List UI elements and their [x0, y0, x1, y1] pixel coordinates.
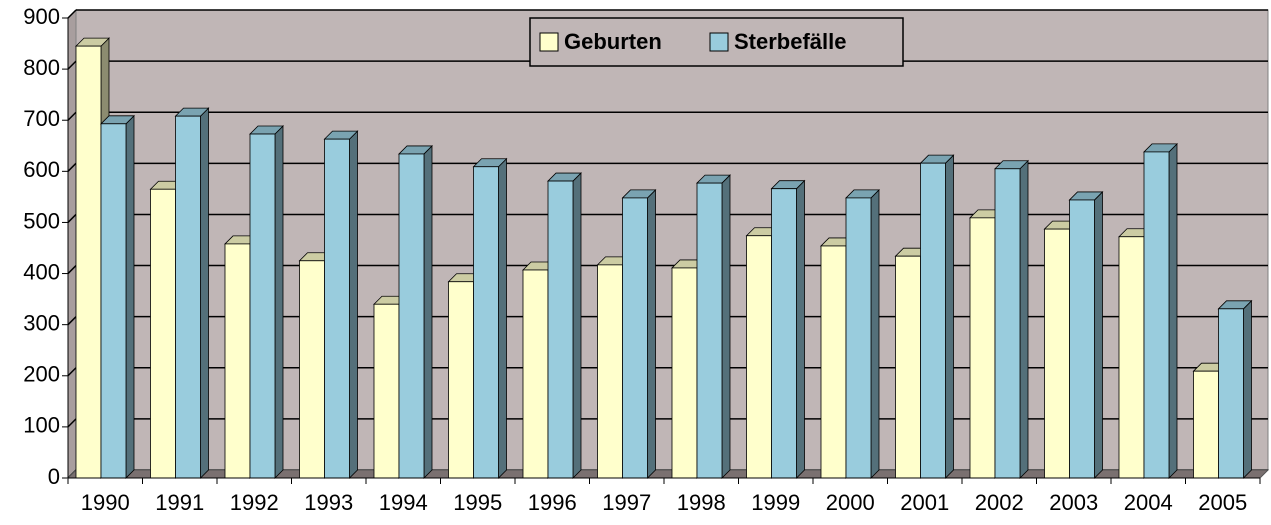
- grid-line: [67, 162, 77, 172]
- x-tick-label: 2002: [975, 490, 1024, 515]
- bar: [299, 260, 325, 479]
- y-tick-label: 300: [23, 310, 60, 335]
- bar: [969, 217, 996, 479]
- x-tick-label: 1995: [453, 490, 502, 515]
- x-tick-label: 1992: [230, 490, 279, 515]
- bar: [820, 245, 847, 479]
- x-tick-label: 2005: [1198, 490, 1247, 515]
- bar: [696, 182, 723, 479]
- bar-side: [721, 174, 731, 479]
- bar-side: [274, 125, 284, 479]
- bar-side: [200, 107, 209, 479]
- grid-line: [67, 265, 77, 275]
- bar-side: [349, 130, 358, 479]
- bar: [622, 197, 648, 479]
- bar-side: [125, 114, 135, 479]
- grid-line: [67, 111, 77, 121]
- x-tick-label: 1994: [379, 490, 428, 515]
- bar: [547, 180, 574, 479]
- bar: [1069, 199, 1095, 479]
- x-tick-label: 1999: [751, 490, 800, 515]
- bar-side: [1094, 190, 1103, 479]
- x-tick-label: 2003: [1049, 490, 1098, 515]
- bar-side: [1243, 299, 1252, 479]
- grid-line: [67, 60, 77, 70]
- bar: [671, 267, 698, 479]
- legend-label: Geburten: [564, 29, 662, 54]
- y-tick-label: 200: [23, 362, 60, 387]
- bar: [895, 255, 921, 479]
- bar: [75, 45, 102, 479]
- bar: [324, 138, 350, 479]
- bar: [398, 153, 425, 479]
- bar: [597, 264, 623, 479]
- y-tick-label: 100: [23, 413, 60, 438]
- grid-line: [67, 418, 77, 428]
- bar: [224, 243, 251, 479]
- y-tick-label: 800: [23, 55, 60, 80]
- x-tick-label: 2000: [826, 490, 875, 515]
- x-tick-label: 1998: [677, 490, 726, 515]
- x-tick-label: 1997: [602, 490, 651, 515]
- x-tick-label: 2004: [1124, 490, 1173, 515]
- legend-swatch: [709, 32, 729, 52]
- grid-line: [67, 367, 77, 377]
- bar: [473, 166, 499, 479]
- bar: [1218, 308, 1244, 479]
- bar: [845, 197, 872, 479]
- x-tick-label: 1991: [155, 490, 204, 515]
- bar: [373, 303, 400, 479]
- bar: [150, 188, 176, 479]
- bar: [1044, 228, 1070, 479]
- y-tick-label: 0: [48, 464, 60, 489]
- bar-side: [498, 157, 507, 479]
- bar: [994, 168, 1021, 479]
- bar: [175, 115, 201, 479]
- bar-side: [945, 154, 954, 479]
- x-tick-label: 1990: [81, 490, 130, 515]
- bar: [1143, 151, 1170, 479]
- grid-line: [67, 316, 77, 326]
- grid-line: [67, 213, 77, 223]
- bar: [771, 188, 797, 479]
- bar: [1193, 370, 1219, 479]
- y-tick-label: 900: [23, 4, 60, 29]
- bar-side: [1019, 159, 1029, 479]
- y-tick-label: 600: [23, 157, 60, 182]
- grid-line: [67, 9, 77, 19]
- bar: [920, 162, 946, 479]
- bar-side: [796, 179, 805, 479]
- bar: [1118, 236, 1145, 479]
- x-tick-label: 1993: [304, 490, 353, 515]
- bar: [249, 133, 276, 479]
- side-wall: [67, 8, 77, 480]
- bar-side: [1168, 142, 1178, 479]
- legend-swatch: [539, 32, 559, 52]
- y-tick-label: 400: [23, 259, 60, 284]
- x-tick-label: 1996: [528, 490, 577, 515]
- bar-side: [870, 188, 880, 479]
- x-tick-label: 2001: [900, 490, 949, 515]
- bar-side: [423, 144, 433, 479]
- legend-label: Sterbefälle: [734, 29, 847, 54]
- bar: [522, 269, 549, 479]
- y-tick-label: 500: [23, 208, 60, 233]
- bar: [448, 281, 474, 479]
- bar-side: [647, 188, 656, 479]
- bar: [746, 235, 772, 479]
- bar: [100, 123, 127, 479]
- y-tick-label: 700: [23, 106, 60, 131]
- bar-side: [572, 172, 582, 479]
